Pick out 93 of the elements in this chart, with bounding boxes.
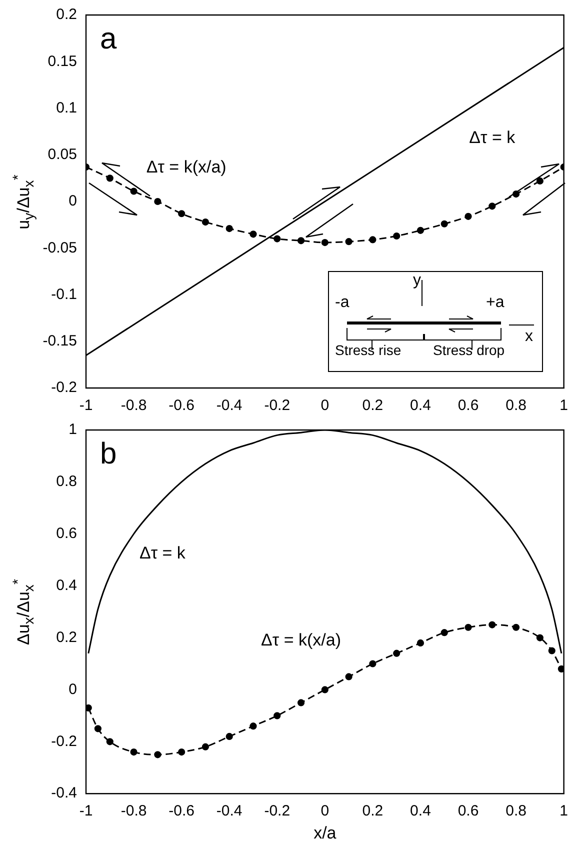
- y-tick-label: -0.05: [42, 239, 77, 256]
- point: [536, 634, 544, 642]
- y-tick-label: -0.2: [51, 379, 77, 396]
- x-tick-label: 0.8: [506, 802, 526, 820]
- point: [464, 212, 472, 220]
- point: [345, 673, 352, 680]
- y-tick-label: -0.4: [51, 784, 77, 802]
- annotation: Stress rise: [335, 342, 402, 358]
- annotation: +a: [486, 294, 504, 312]
- y-tick-label: 1: [68, 421, 77, 438]
- point: [345, 238, 352, 246]
- point: [178, 210, 186, 218]
- x-tick-label: -0.8: [120, 397, 147, 414]
- point: [464, 624, 472, 631]
- point: [86, 704, 92, 712]
- point: [321, 686, 328, 694]
- x-tick-label: 0.6: [458, 397, 479, 414]
- point: [178, 748, 186, 756]
- y-tick-label: 0.8: [56, 473, 77, 490]
- y-tick-label: 0.4: [56, 576, 77, 594]
- series-label: Δτ = k(x/a): [146, 158, 226, 177]
- y-tick-label: 0: [68, 680, 77, 698]
- x-tick-label: 0: [320, 397, 330, 414]
- x-tick-label: 0.2: [362, 802, 384, 820]
- annotation: x: [525, 328, 533, 346]
- point: [558, 665, 564, 672]
- annotation: a: [100, 22, 117, 56]
- point: [202, 743, 210, 750]
- x-tick-label: 1: [560, 802, 568, 820]
- point: [226, 224, 233, 232]
- x-tick-label: 0.6: [458, 802, 479, 820]
- point: [106, 174, 114, 182]
- y-tick-label: -0.15: [42, 332, 77, 350]
- x-tick-label: -0.6: [168, 802, 194, 820]
- series-label: Δτ = k: [469, 128, 516, 147]
- x-tick-label: -0.4: [216, 397, 242, 414]
- point: [369, 660, 376, 668]
- point: [321, 238, 328, 246]
- y-tick-label: 0.6: [56, 525, 77, 542]
- point: [297, 699, 305, 706]
- x-axis-title: x/a: [314, 823, 337, 842]
- point: [130, 748, 138, 756]
- y-tick-label: -0.1: [51, 286, 77, 303]
- x-tick-label: 0.4: [410, 802, 431, 820]
- point: [536, 177, 544, 185]
- x-tick-label: -0.6: [168, 397, 194, 414]
- point: [548, 647, 556, 654]
- point: [416, 639, 424, 647]
- annotation: Stress drop: [433, 342, 505, 358]
- x-tick-label: -0.4: [216, 802, 242, 820]
- point: [274, 712, 281, 720]
- annotation: y: [413, 272, 421, 290]
- point: [512, 624, 520, 631]
- annotation: -a: [335, 294, 350, 312]
- y-tick-label: 0.1: [56, 99, 77, 116]
- point: [274, 235, 281, 242]
- point: [226, 732, 233, 740]
- y-tick-label: -0.2: [51, 732, 77, 750]
- point: [130, 188, 138, 195]
- y-tick-label: 0.2: [56, 6, 77, 24]
- point: [94, 725, 102, 732]
- point: [250, 230, 257, 238]
- x-tick-label: 0: [320, 802, 330, 820]
- x-tick-label: -0.2: [264, 397, 290, 414]
- point: [488, 621, 496, 628]
- point: [154, 198, 162, 206]
- x-tick-label: -0.8: [120, 802, 147, 820]
- point: [154, 751, 162, 758]
- x-tick-label: 0.8: [506, 397, 526, 414]
- point: [440, 220, 448, 228]
- point: [440, 629, 448, 636]
- point: [393, 650, 400, 657]
- annotation: b: [100, 437, 117, 470]
- x-tick-label: 0.4: [410, 397, 431, 414]
- point: [369, 236, 376, 244]
- x-tick-label: -0.2: [264, 802, 290, 820]
- series-label: Δτ = k(x/a): [261, 630, 341, 650]
- point: [202, 218, 210, 226]
- point: [106, 738, 114, 746]
- y-tick-label: 0.2: [56, 628, 77, 646]
- x-tick-label: -1: [79, 802, 93, 820]
- y-tick-label: 0: [68, 192, 77, 210]
- x-tick-label: -1: [79, 397, 93, 414]
- point: [488, 202, 496, 210]
- x-tick-label: 1: [560, 397, 568, 414]
- point: [393, 232, 400, 240]
- point: [416, 226, 424, 234]
- x-tick-label: 0.2: [362, 397, 384, 414]
- point: [297, 237, 305, 244]
- series-label: Δτ = k: [139, 543, 186, 562]
- y-tick-label: 0.05: [48, 146, 77, 164]
- y-tick-label: 0.15: [48, 52, 77, 70]
- point: [250, 722, 257, 730]
